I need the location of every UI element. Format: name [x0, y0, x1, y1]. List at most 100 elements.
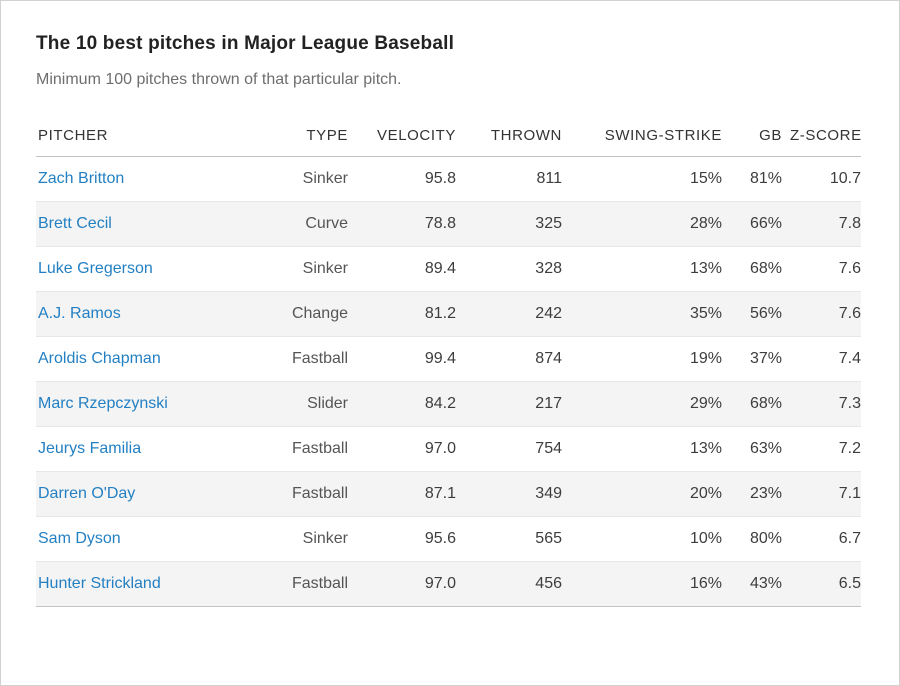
data-cell: 81.2 [348, 291, 456, 337]
data-cell: 874 [456, 336, 562, 382]
data-cell: 43% [722, 561, 782, 607]
data-cell: 7.6 [782, 291, 861, 337]
type-cell: Sinker [266, 246, 348, 292]
data-cell: 68% [722, 246, 782, 292]
pitcher-cell: Brett Cecil [36, 201, 266, 247]
data-cell: 35% [562, 291, 722, 337]
data-cell: 349 [456, 471, 562, 517]
table-row: A.J. Ramos Change 81.2 242 35% 56% 7.6 [36, 291, 861, 337]
column-header: TYPE [266, 119, 348, 157]
data-cell: 97.0 [348, 561, 456, 607]
column-header: SWING-STRIKE [562, 119, 722, 157]
type-cell: Fastball [266, 561, 348, 607]
type-cell: Fastball [266, 336, 348, 382]
data-cell: 7.4 [782, 336, 861, 382]
data-cell: 6.7 [782, 516, 861, 562]
pitcher-link[interactable]: Jeurys Familia [38, 440, 142, 457]
pitcher-link[interactable]: Sam Dyson [38, 530, 121, 547]
pitcher-cell: Zach Britton [36, 156, 266, 202]
table-header: PITCHER TYPE VELOCITY THROWN SWING-STRIKE GB Z… [36, 119, 861, 157]
data-cell: 81% [722, 156, 782, 202]
pitcher-link[interactable]: Hunter Strickland [38, 575, 161, 592]
data-cell: 95.6 [348, 516, 456, 562]
data-cell: 37% [722, 336, 782, 382]
type-cell: Fastball [266, 471, 348, 517]
data-cell: 7.6 [782, 246, 861, 292]
data-cell: 754 [456, 426, 562, 472]
table-body: Zach Britton Sinker 95.8 811 15% 81% 10.7 Brett… [36, 156, 861, 607]
table-row: Luke Gregerson Sinker 89.4 328 13% 68% 7.6 [36, 246, 861, 292]
data-cell: 23% [722, 471, 782, 517]
pitcher-link[interactable]: Luke Gregerson [38, 260, 153, 277]
data-cell: 13% [562, 426, 722, 472]
column-header: VELOCITY [348, 119, 456, 157]
data-cell: 97.0 [348, 426, 456, 472]
pitcher-cell: Darren O'Day [36, 471, 266, 517]
data-cell: 68% [722, 381, 782, 427]
table-row: Zach Britton Sinker 95.8 811 15% 81% 10.7 [36, 156, 861, 202]
data-cell: 242 [456, 291, 562, 337]
header-row: PITCHER TYPE VELOCITY THROWN SWING-STRIKE GB Z… [36, 119, 861, 157]
data-cell: 10.7 [782, 156, 861, 202]
table-row: Hunter Strickland Fastball 97.0 456 16% 43% 6.… [36, 561, 861, 607]
data-cell: 29% [562, 381, 722, 427]
page-title: The 10 best pitches in Major League Base… [36, 33, 455, 54]
data-cell: 66% [722, 201, 782, 247]
data-cell: 87.1 [348, 471, 456, 517]
pitcher-link[interactable]: Marc Rzepczynski [38, 395, 168, 412]
type-cell: Sinker [266, 516, 348, 562]
page-subtitle: Minimum 100 pitches thrown of that parti… [36, 71, 402, 88]
pitcher-link[interactable]: Aroldis Chapman [38, 350, 161, 367]
type-cell: Change [266, 291, 348, 337]
pitcher-cell: Jeurys Familia [36, 426, 266, 472]
data-cell: 7.1 [782, 471, 861, 517]
pitcher-cell: Aroldis Chapman [36, 336, 266, 382]
pitcher-link[interactable]: Brett Cecil [38, 215, 112, 232]
column-header: PITCHER [36, 119, 266, 157]
data-cell: 56% [722, 291, 782, 337]
table-row: Aroldis Chapman Fastball 99.4 874 19% 37% 7.4 [36, 336, 861, 382]
pitcher-cell: Hunter Strickland [36, 561, 266, 607]
data-cell: 7.8 [782, 201, 861, 247]
table-row: Marc Rzepczynski Slider 84.2 217 29% 68% 7.3 [36, 381, 861, 427]
type-cell: Slider [266, 381, 348, 427]
data-cell: 99.4 [348, 336, 456, 382]
data-cell: 28% [562, 201, 722, 247]
pitcher-link[interactable]: A.J. Ramos [38, 305, 121, 322]
type-cell: Curve [266, 201, 348, 247]
type-cell: Sinker [266, 156, 348, 202]
data-cell: 89.4 [348, 246, 456, 292]
data-cell: 811 [456, 156, 562, 202]
data-cell: 565 [456, 516, 562, 562]
data-cell: 15% [562, 156, 722, 202]
data-cell: 10% [562, 516, 722, 562]
type-cell: Fastball [266, 426, 348, 472]
data-cell: 63% [722, 426, 782, 472]
data-cell: 84.2 [348, 381, 456, 427]
data-cell: 95.8 [348, 156, 456, 202]
table-row: Sam Dyson Sinker 95.6 565 10% 80% 6.7 [36, 516, 861, 562]
pitcher-cell: Sam Dyson [36, 516, 266, 562]
data-cell: 6.5 [782, 561, 861, 607]
pitcher-cell: A.J. Ramos [36, 291, 266, 337]
data-cell: 7.2 [782, 426, 861, 472]
data-cell: 328 [456, 246, 562, 292]
pitcher-link[interactable]: Darren O'Day [38, 485, 136, 502]
column-header: GB [722, 119, 782, 157]
data-cell: 217 [456, 381, 562, 427]
data-cell: 20% [562, 471, 722, 517]
article-content: The 10 best pitches in Major League Base… [1, 1, 899, 607]
table-row: Darren O'Day Fastball 87.1 349 20% 23% 7.1 [36, 471, 861, 517]
pitch-table: PITCHER TYPE VELOCITY THROWN SWING-STRIKE GB Z… [36, 119, 861, 607]
data-cell: 456 [456, 561, 562, 607]
table-row: Brett Cecil Curve 78.8 325 28% 66% 7.8 [36, 201, 861, 247]
data-cell: 13% [562, 246, 722, 292]
pitcher-cell: Luke Gregerson [36, 246, 266, 292]
pitcher-cell: Marc Rzepczynski [36, 381, 266, 427]
column-header: Z-SCORE [782, 119, 861, 157]
pitcher-link[interactable]: Zach Britton [38, 170, 125, 187]
column-header: THROWN [456, 119, 562, 157]
data-cell: 325 [456, 201, 562, 247]
table-row: Jeurys Familia Fastball 97.0 754 13% 63% 7.2 [36, 426, 861, 472]
